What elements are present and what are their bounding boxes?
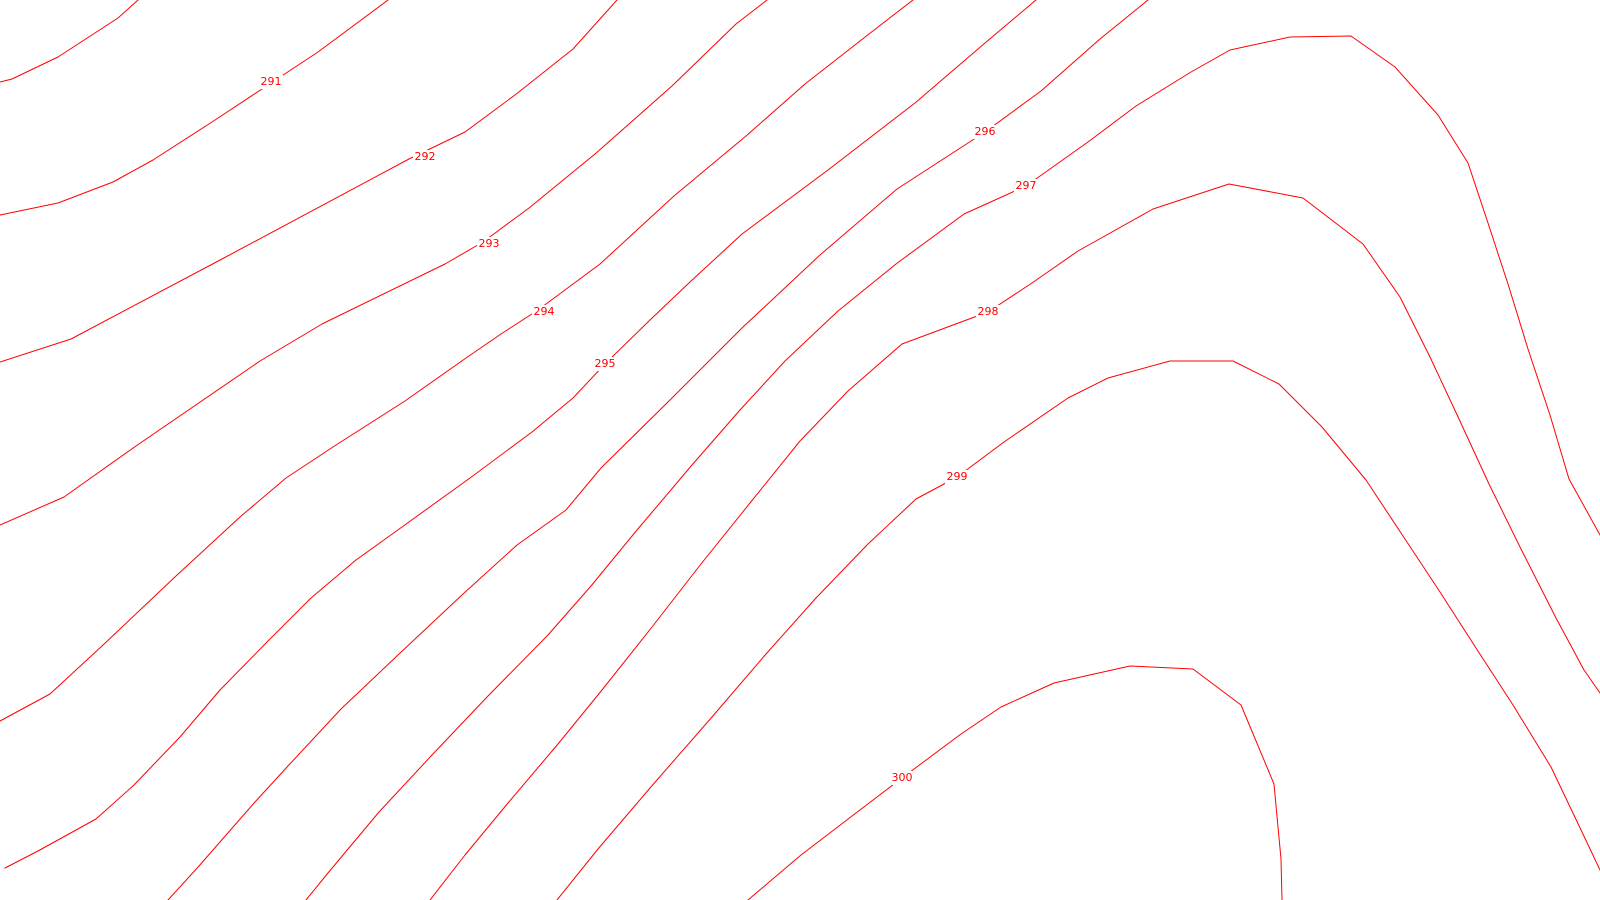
contour-line-293 <box>0 0 768 526</box>
contour-label: 300 <box>892 771 913 784</box>
contour-299: 299 <box>556 360 1600 900</box>
contour-label-background <box>945 470 969 484</box>
contour-293: 293 <box>0 0 768 526</box>
contour-292: 292 <box>0 0 618 363</box>
contour-line-298 <box>429 183 1600 900</box>
contour-line-292 <box>0 0 618 363</box>
contour-label-background <box>413 150 437 164</box>
contour-label: 298 <box>978 305 999 318</box>
contour-294: 294 <box>0 0 914 722</box>
contour-line-300 <box>747 665 1283 900</box>
contour-label-background <box>259 75 283 89</box>
contour-line-295 <box>4 0 1037 869</box>
contour-line-296 <box>167 0 1149 900</box>
contour-296: 296 <box>167 0 1149 900</box>
contour-label: 294 <box>534 305 555 318</box>
contour-label: 295 <box>595 357 616 370</box>
contour-300: 300 <box>747 665 1283 900</box>
contour-line-294 <box>0 0 914 722</box>
contour-295: 295 <box>4 0 1037 869</box>
contour-line-291-2 <box>0 0 389 216</box>
contour-line-299 <box>556 360 1600 900</box>
contour-label-background <box>973 125 997 139</box>
contour-line-297 <box>305 35 1600 900</box>
contour-label: 296 <box>975 125 996 138</box>
contour-label: 297 <box>1016 179 1037 192</box>
contour-label-background <box>890 771 914 785</box>
contour-label-background <box>477 237 501 251</box>
contour-label-background <box>1014 179 1038 193</box>
contour-line-291-1 <box>0 0 139 83</box>
contour-291: 291 <box>0 0 389 216</box>
contour-label-background <box>976 305 1000 319</box>
contour-label: 299 <box>947 470 968 483</box>
contour-label-background <box>593 357 617 371</box>
contour-298: 298 <box>429 183 1600 900</box>
contour-297: 297 <box>305 35 1600 900</box>
contour-label-background <box>532 305 556 319</box>
contour-label: 291 <box>261 75 282 88</box>
contour-label: 292 <box>415 150 436 163</box>
contour-label: 293 <box>479 237 500 250</box>
